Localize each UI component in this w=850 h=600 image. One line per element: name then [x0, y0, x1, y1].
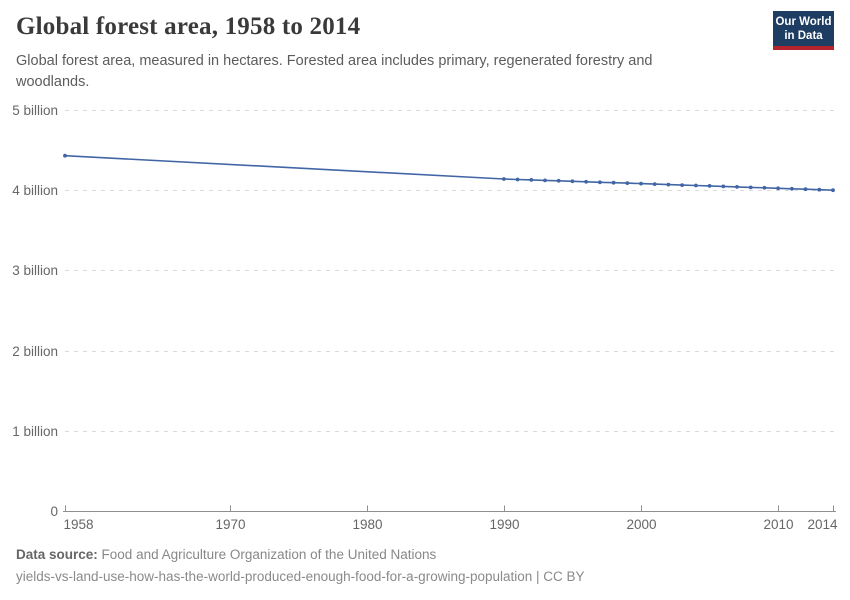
owid-logo-line1: Our World — [775, 16, 832, 28]
owid-logo: Our World in Data — [773, 11, 834, 50]
data-point — [625, 181, 630, 186]
data-point — [598, 180, 602, 185]
data-source-text: Food and Agriculture Organization of the… — [101, 547, 437, 562]
y-tick-label: 3 billion — [12, 263, 58, 278]
line-chart: 0 1 billion 2 billion 3 billion 4 billion 5 b… — [12, 103, 838, 532]
data-point — [817, 187, 822, 192]
data-point — [762, 185, 767, 190]
data-point — [652, 182, 657, 187]
data-point — [515, 177, 520, 182]
owid-logo-line2: in Data — [784, 30, 823, 42]
footer-note: yields-vs-land-use-how-has-the-world-pro… — [16, 569, 585, 584]
x-tick-label: 2010 — [763, 517, 793, 532]
y-tick-label: 1 billion — [12, 424, 58, 439]
data-source-line: Data source: Food and Agriculture Organi… — [16, 547, 436, 562]
data-point — [611, 180, 616, 185]
x-tick-label: 1970 — [215, 517, 245, 532]
data-point — [570, 179, 575, 184]
data-point — [666, 182, 671, 187]
data-point — [584, 179, 588, 184]
data-point — [748, 185, 753, 190]
data-point — [831, 188, 835, 193]
data-point — [543, 178, 547, 183]
data-point — [529, 178, 534, 182]
data-point — [803, 187, 808, 192]
y-tick-label: 2 billion — [12, 344, 58, 359]
y-tick-label: 0 — [50, 504, 58, 519]
page-title: Global forest area, 1958 to 2014 — [16, 13, 361, 40]
x-tick-label: 1958 — [64, 517, 94, 532]
data-source-label: Data source: — [16, 547, 98, 562]
data-point — [721, 184, 726, 189]
data-point — [707, 184, 712, 188]
data-point — [639, 181, 643, 186]
data-point — [502, 177, 506, 181]
data-point — [694, 183, 698, 188]
y-tick-label: 5 billion — [12, 103, 58, 118]
forest-area-line — [64, 154, 834, 191]
data-point — [776, 186, 780, 191]
data-point — [680, 183, 684, 188]
x-tick-label: 2014 — [807, 517, 838, 532]
x-tick-label: 1980 — [352, 517, 382, 532]
x-tick-label: 1990 — [489, 517, 519, 532]
chart-subtitle: Global forest area, measured in hectares… — [16, 53, 653, 90]
data-point — [790, 186, 794, 191]
x-tick-label: 2000 — [626, 517, 656, 532]
data-point — [556, 178, 561, 183]
data-point — [63, 153, 67, 158]
y-tick-label: 4 billion — [12, 183, 58, 198]
data-point — [735, 185, 739, 189]
